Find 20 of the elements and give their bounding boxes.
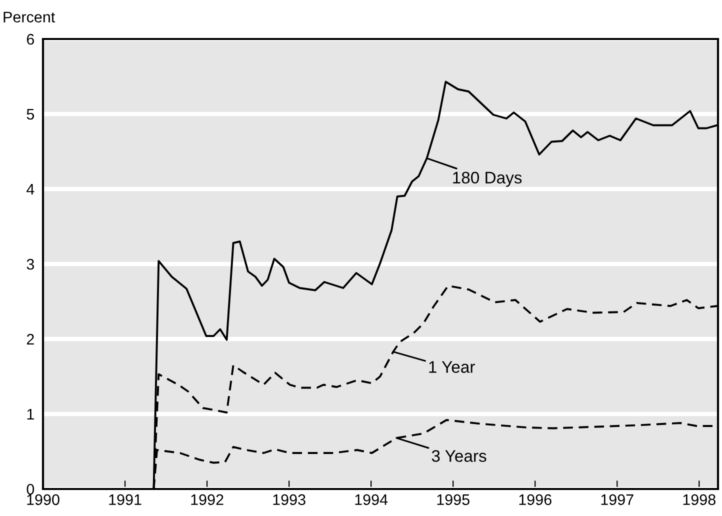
y-tick-label: 3	[26, 258, 34, 270]
y-tick-label: 0	[26, 484, 34, 495]
y-tick-label: 6	[26, 34, 34, 45]
y-axis-title: Percent	[4, 12, 56, 22]
annotation: 3 Years	[432, 450, 486, 462]
x-tick-label: 1990	[27, 494, 60, 506]
annotation: 180 Days	[453, 172, 522, 187]
x-tick-label: 1992	[191, 494, 224, 506]
y-tick-label: 2	[26, 334, 34, 345]
x-tick-label: 1998	[683, 494, 716, 506]
y-tick-label: 5	[26, 109, 34, 120]
x-tick-label: 1994	[355, 494, 388, 506]
y-tick-label: 4	[26, 184, 34, 195]
x-tick-label: 1997	[601, 494, 634, 506]
x-tick-label: 1993	[273, 494, 306, 506]
y-tick-label: 1	[27, 409, 34, 420]
x-tick-label: 1995	[437, 494, 470, 506]
x-tick-label: 1996	[519, 494, 552, 506]
annotation: 1 Year	[429, 361, 475, 373]
x-tick-label: 1991	[109, 494, 142, 506]
